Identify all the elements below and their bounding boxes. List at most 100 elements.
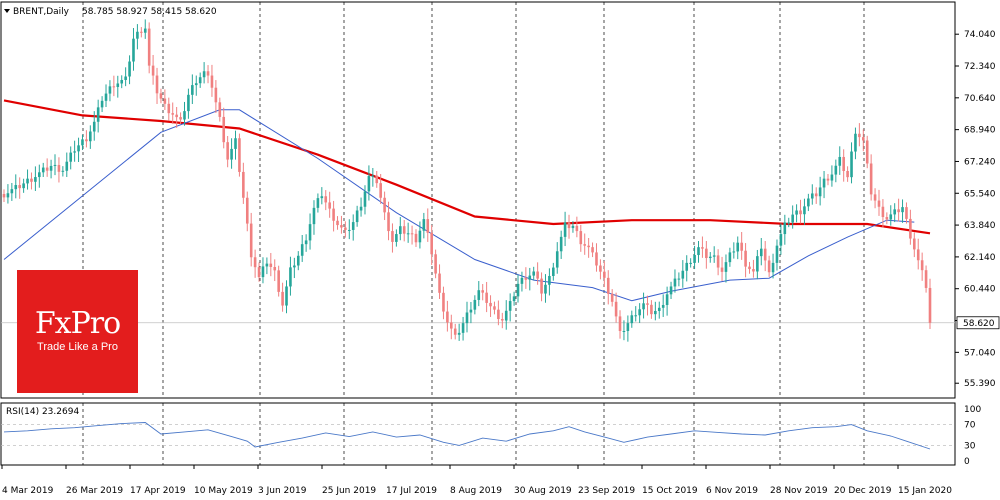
- price-tick-label: 72.340: [964, 62, 996, 72]
- candle-body: [359, 206, 363, 211]
- rsi-header: RSI(14) 23.2694: [6, 407, 79, 417]
- candle-body: [143, 28, 147, 33]
- candle-body: [834, 165, 838, 175]
- candle-body: [379, 183, 382, 198]
- candle-body: [249, 223, 253, 258]
- candle-body: [312, 207, 316, 225]
- time-tick-label: 6 Nov 2019: [706, 486, 758, 496]
- candle-body: [289, 267, 292, 287]
- candle-body: [685, 262, 689, 271]
- candle-body: [183, 111, 186, 120]
- candle-body: [630, 315, 634, 324]
- candle-body: [453, 328, 457, 335]
- candle-body: [136, 31, 139, 39]
- candle-body: [320, 196, 324, 199]
- ma50-line: [3, 109, 915, 302]
- price-tick-label: 57.040: [964, 348, 996, 358]
- candle-body: [147, 28, 151, 66]
- candle-body: [528, 275, 532, 280]
- candle-body: [763, 248, 767, 261]
- candle-body: [383, 197, 386, 213]
- candle-body: [916, 249, 920, 261]
- price-tick-label: 55.390: [964, 379, 996, 389]
- collapse-triangle-icon[interactable]: [4, 9, 10, 13]
- candle-body: [928, 287, 932, 323]
- candle-body: [501, 319, 504, 321]
- candle-body: [171, 113, 175, 115]
- time-tick-label: 28 Nov 2019: [770, 486, 828, 496]
- candle-body: [273, 267, 277, 271]
- candle-body: [57, 164, 61, 172]
- rsi-panel: [1, 422, 955, 450]
- candle-body: [920, 260, 924, 271]
- candle-body: [779, 234, 783, 246]
- candle-body: [552, 267, 555, 276]
- price-axis[interactable]: 74.040 72.340 70.640 68.940 67.240 65.540 63.8…: [955, 30, 1000, 467]
- candle-body: [238, 138, 241, 172]
- candle-body: [807, 198, 810, 207]
- candle-body: [897, 209, 900, 213]
- candle-body: [457, 332, 461, 335]
- candle-body: [610, 293, 614, 302]
- candle-body: [650, 304, 653, 315]
- fxpro-logo: FxPro Trade Like a Pro: [17, 270, 138, 393]
- candle-body: [402, 226, 406, 234]
- candle-body: [705, 248, 708, 259]
- candle-body: [116, 83, 120, 87]
- price-tick-label: 63.840: [964, 221, 996, 231]
- candle-body: [108, 86, 112, 94]
- candle-body: [905, 207, 908, 219]
- candle-body: [493, 306, 496, 310]
- candle-body: [206, 71, 210, 76]
- candle-body: [555, 251, 559, 268]
- candle-body: [77, 145, 80, 152]
- candle-body: [803, 206, 806, 215]
- vertical-grid: [1, 2, 955, 465]
- candle-body: [398, 226, 402, 235]
- candle-body: [442, 292, 445, 312]
- candle-body: [367, 176, 371, 192]
- candle-body: [814, 193, 818, 197]
- candle-body: [748, 266, 751, 270]
- candle-body: [100, 100, 104, 108]
- time-tick-label: 15 Oct 2019: [642, 486, 698, 496]
- candle-body: [112, 86, 116, 88]
- candle-body: [846, 170, 849, 178]
- candle-body: [854, 133, 857, 152]
- candle-body: [194, 83, 198, 86]
- candle-body: [422, 219, 426, 231]
- candle-body: [53, 164, 57, 166]
- candle-body: [697, 247, 700, 256]
- candle-body: [626, 323, 630, 332]
- candle-body: [508, 301, 512, 311]
- candle-body: [481, 290, 484, 293]
- candle-body: [304, 240, 308, 245]
- time-tick-label: 17 Jul 2019: [386, 486, 437, 496]
- candle-body: [18, 185, 21, 189]
- rsi-tick-label: 100: [964, 405, 981, 415]
- candle-body: [446, 311, 449, 323]
- candle-body: [559, 236, 563, 252]
- candle-body: [406, 233, 410, 235]
- candle-body: [418, 230, 422, 243]
- candle-body: [226, 142, 229, 160]
- candle-body: [6, 193, 10, 198]
- candle-body: [85, 139, 88, 142]
- time-tick-label: 23 Sep 2019: [578, 486, 635, 496]
- candle-body: [795, 210, 798, 215]
- candle-body: [646, 303, 649, 305]
- candle-body: [234, 138, 237, 149]
- candle-body: [850, 151, 853, 178]
- candle-body: [752, 269, 755, 272]
- candle-body: [277, 270, 280, 292]
- candle-body: [810, 193, 814, 199]
- candle-body: [253, 257, 257, 268]
- price-tick-label: 65.540: [964, 189, 996, 199]
- candle-body: [724, 262, 728, 272]
- candle-body: [191, 85, 194, 95]
- time-axis[interactable]: 4 Mar 2019 26 Mar 2019 17 Apr 2019 10 May 2…: [1, 465, 952, 496]
- candle-body: [316, 198, 320, 208]
- candle-body: [473, 299, 477, 310]
- candle-body: [351, 222, 355, 230]
- candle-body: [265, 263, 269, 267]
